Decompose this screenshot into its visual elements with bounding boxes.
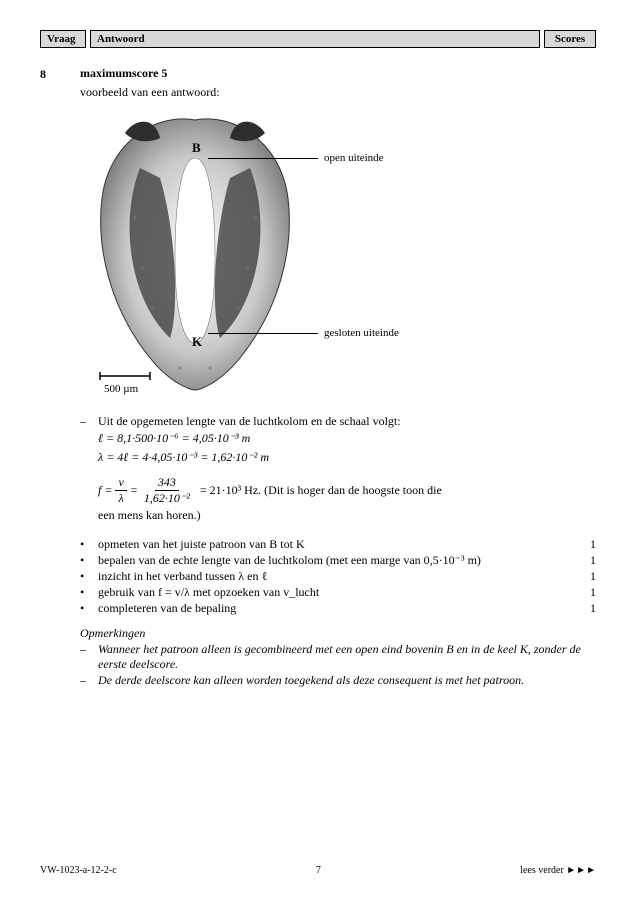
rubric-text: opmeten van het juiste patroon van B tot…: [98, 537, 556, 552]
rubric-row: •gebruik van f = v/λ met opzoeken van v_…: [80, 585, 596, 600]
calc-line2: ℓ = 8,1·500·10⁻⁶ = 4,05·10⁻³ m: [98, 431, 442, 446]
formula-lhs: f =: [98, 483, 112, 498]
anatomy-figure: B K 500 µm open uiteinde gesloten uitein: [80, 108, 410, 408]
formula-tail: een mens kan horen.): [98, 508, 442, 523]
remarks-block: Opmerkingen – Wanneer het patroon alleen…: [80, 626, 596, 688]
calc-line1: Uit de opgemeten lengte van de luchtkolo…: [98, 414, 442, 429]
rubric-score: 1: [576, 537, 596, 552]
rubric-score: 1: [576, 553, 596, 568]
page-footer: VW-1023-a-12-2-c 7 lees verder ►►►: [40, 865, 596, 876]
col-vraag: Vraag: [40, 30, 86, 48]
rubric-row: •inzicht in het verband tussen λ en ℓ 1: [80, 569, 596, 584]
rubric-text: bepalen van de echte lengte van de lucht…: [98, 553, 556, 568]
question-number: 8: [40, 66, 80, 689]
callout-line-closed: [208, 333, 318, 334]
table-header: Vraag Antwoord Scores: [40, 30, 596, 48]
remark-item: Wanneer het patroon alleen is gecombinee…: [98, 642, 596, 672]
label-K: K: [192, 334, 203, 349]
formula-den: 1,62·10⁻²: [141, 491, 193, 506]
rubric-score: 1: [576, 585, 596, 600]
formula-num: 343: [155, 475, 179, 491]
label-B: B: [192, 140, 201, 155]
footer-page-number: 7: [316, 865, 321, 876]
example-answer-line: voorbeeld van een antwoord:: [80, 85, 596, 100]
callout-open: open uiteinde: [324, 152, 384, 164]
rubric-row: •completeren van de bepaling 1: [80, 601, 596, 616]
calc-intro: – Uit de opgemeten lengte van de luchtko…: [80, 414, 596, 523]
rubric-text: inzicht in het verband tussen λ en ℓ: [98, 569, 556, 584]
footer-left: VW-1023-a-12-2-c: [40, 865, 117, 876]
rubric-text: completeren van de bepaling: [98, 601, 556, 616]
rubric-text: gebruik van f = v/λ met opzoeken van v_l…: [98, 585, 556, 600]
max-score-line: maximumscore 5: [80, 66, 596, 81]
rubric-score: 1: [576, 569, 596, 584]
formula-result: = 21·10³ Hz. (Dit is hoger dan de hoogst…: [200, 483, 442, 498]
scale-text: 500 µm: [104, 383, 138, 395]
formula-eq: =: [130, 483, 138, 498]
callout-line-open: [208, 158, 318, 159]
col-scores: Scores: [544, 30, 596, 48]
callout-closed: gesloten uiteinde: [324, 327, 399, 339]
rubric-row: •opmeten van het juiste patroon van B to…: [80, 537, 596, 552]
rubric-score: 1: [576, 601, 596, 616]
formula-lambda: λ: [116, 491, 127, 506]
remarks-title: Opmerkingen: [80, 626, 596, 641]
rubric-row: •bepalen van de echte lengte van de luch…: [80, 553, 596, 568]
calc-line3: λ = 4ℓ = 4·4,05·10⁻³ = 1,62·10⁻² m: [98, 450, 442, 465]
formula-v: v: [115, 475, 126, 491]
footer-right: lees verder ►►►: [520, 865, 596, 876]
col-antwoord: Antwoord: [90, 30, 540, 48]
anatomy-svg: B K: [80, 108, 310, 398]
remark-item: De derde deelscore kan alleen worden toe…: [98, 673, 524, 688]
